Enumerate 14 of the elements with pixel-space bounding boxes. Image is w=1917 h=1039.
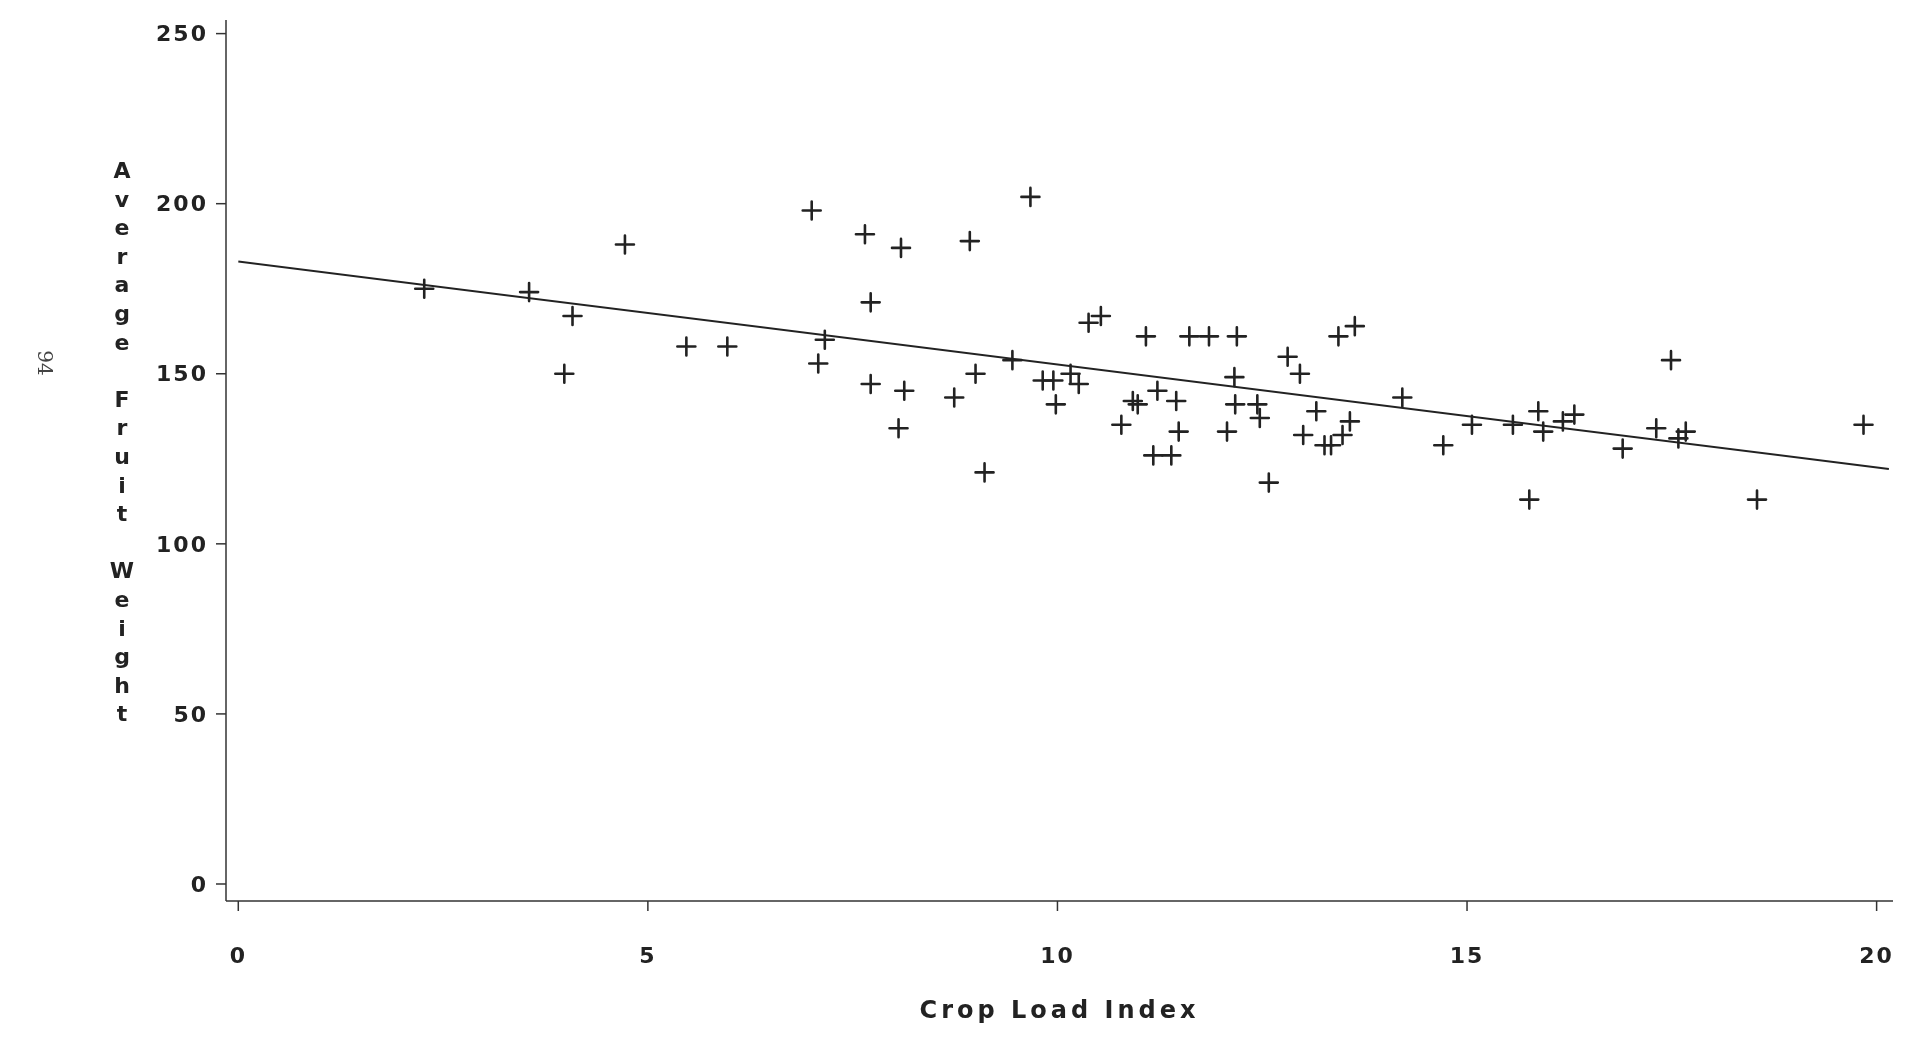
y-tick-label: 50 bbox=[173, 701, 208, 727]
y-tick-label: 100 bbox=[156, 531, 208, 557]
text: 94 bbox=[33, 350, 57, 376]
y-tick-label: 200 bbox=[156, 191, 208, 217]
y-tick-label: 0 bbox=[190, 871, 208, 897]
x-tick-label: 20 bbox=[1859, 943, 1894, 968]
x-tick-label: 15 bbox=[1449, 943, 1485, 968]
y-tick-label: 150 bbox=[156, 361, 208, 387]
x-axis-title: Crop Load Index bbox=[919, 996, 1200, 1024]
y-tick-label: 250 bbox=[156, 21, 208, 47]
x-tick-label: 5 bbox=[639, 943, 657, 968]
x-tick-label: 10 bbox=[1040, 943, 1075, 968]
text: Average Fruit Weight bbox=[109, 158, 135, 727]
x-tick-label: 0 bbox=[229, 943, 247, 968]
